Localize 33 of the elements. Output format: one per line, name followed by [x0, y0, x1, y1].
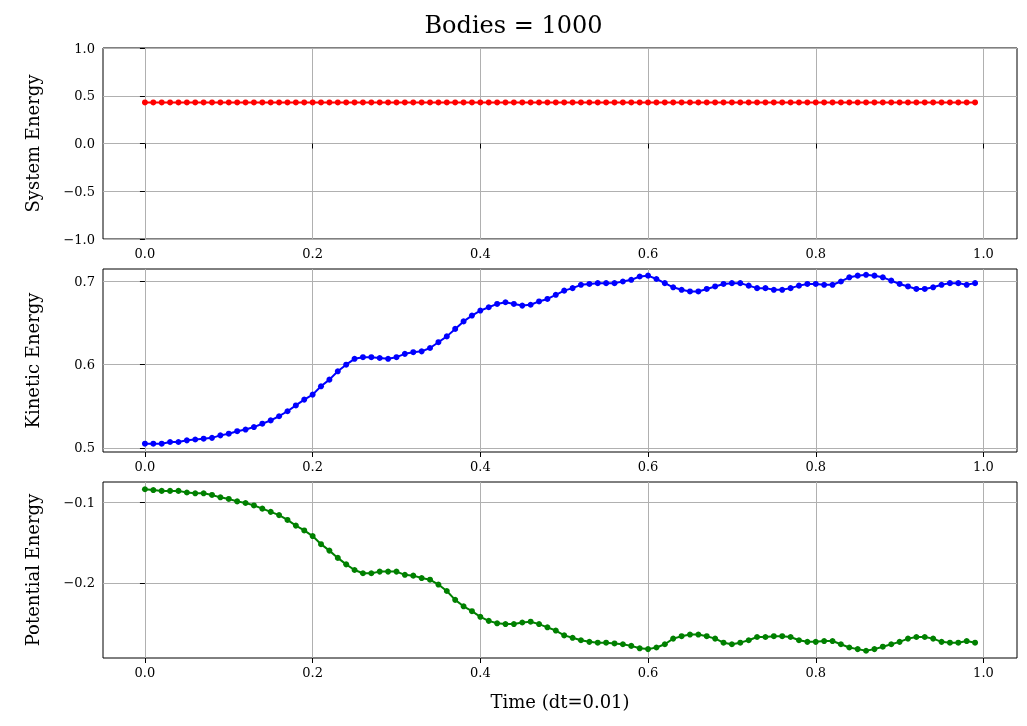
y-tick-label: −0.5 — [63, 183, 95, 199]
x-tick-label: 0.4 — [470, 665, 491, 680]
y-axis-title: Kinetic Energy — [21, 291, 43, 429]
x-tick-label: 1.0 — [973, 246, 994, 261]
x-tick-label: 0.6 — [637, 459, 659, 474]
x-tick-label: 0.6 — [637, 246, 659, 261]
x-tick-label: 0.2 — [302, 459, 323, 474]
x-tick-label: 0.8 — [805, 459, 827, 474]
x-tick-label: 0.0 — [134, 246, 156, 261]
x-tick-label: 0.2 — [302, 665, 323, 680]
y-tick-label: −0.2 — [63, 575, 95, 591]
y-tick-label: −1.0 — [63, 231, 95, 247]
x-tick-label: 0.8 — [805, 246, 827, 261]
x-tick-label: 0.6 — [637, 665, 659, 680]
chart-title: Bodies = 1000 — [424, 11, 603, 39]
x-tick-label: 0.0 — [134, 665, 156, 680]
x-tick-label: 0.4 — [470, 246, 491, 261]
y-tick-label: 0.0 — [74, 136, 95, 151]
x-tick-label: 0.2 — [302, 246, 323, 261]
x-tick-label: 0.4 — [470, 459, 491, 474]
y-tick-label: 0.6 — [74, 357, 95, 373]
y-tick-label: −0.1 — [63, 494, 95, 510]
y-tick-label: 0.5 — [74, 440, 95, 456]
y-axis-title: Potential Energy — [21, 492, 43, 647]
x-tick-label: 0.0 — [134, 459, 156, 474]
y-tick-label: 0.7 — [74, 273, 95, 289]
y-tick-label: 1.0 — [74, 40, 95, 56]
x-tick-label: 0.8 — [805, 665, 827, 680]
y-tick-label: 0.5 — [74, 88, 95, 104]
x-axis-title: Time (dt=0.01) — [490, 690, 630, 712]
x-tick-label: 1.0 — [973, 665, 994, 680]
y-axis-title: System Energy — [21, 73, 43, 213]
x-tick-label: 1.0 — [973, 459, 994, 474]
